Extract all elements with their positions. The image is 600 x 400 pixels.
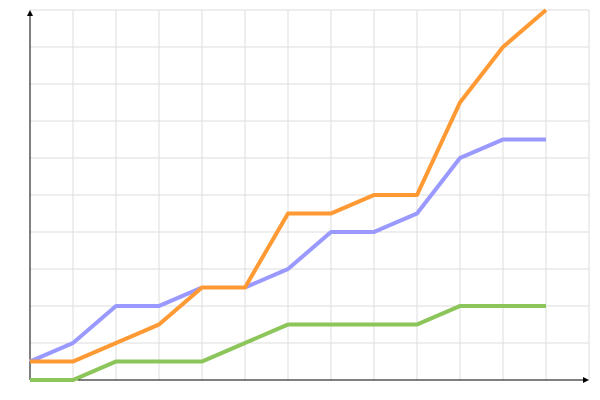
series-line-1 xyxy=(29,137,546,364)
series-line-3 xyxy=(30,304,546,382)
y-axis-arrow xyxy=(27,10,33,16)
x-axis-arrow xyxy=(583,377,589,383)
series-line-2 xyxy=(30,8,548,364)
